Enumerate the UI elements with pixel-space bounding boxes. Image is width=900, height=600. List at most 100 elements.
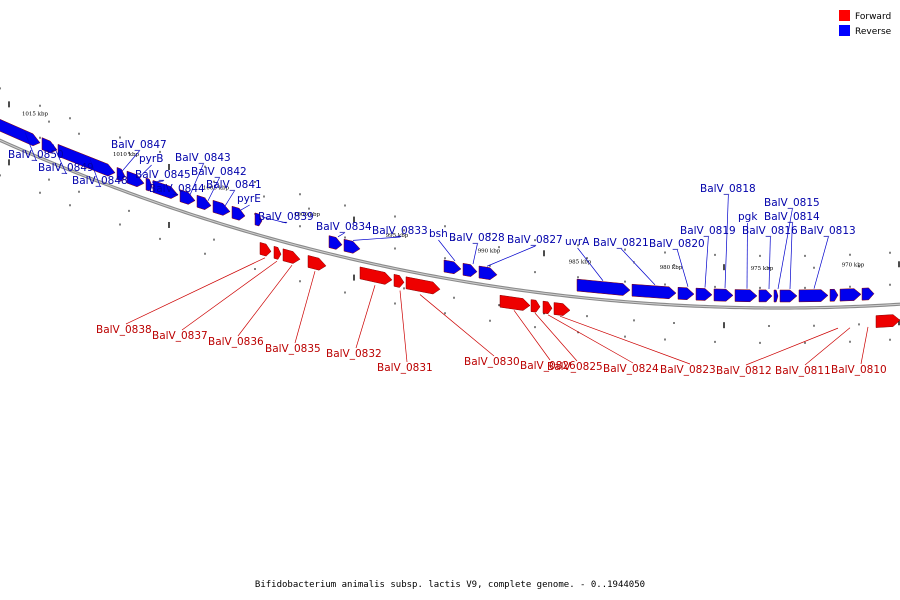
legend-reverse-label: Reverse — [855, 27, 892, 37]
reverse-gene-arrow[interactable] — [576, 278, 631, 296]
gene-label-balv-0826[interactable]: BalV_0826 — [520, 360, 576, 372]
reverse-gene-arrow[interactable] — [462, 263, 478, 277]
label-leader-line — [768, 236, 771, 289]
label-leader-line — [89, 159, 101, 188]
forward-gene-arrow[interactable] — [553, 302, 571, 316]
gene-label-balv-0821[interactable]: BalV_0821 — [593, 237, 649, 249]
label-leader-line — [355, 285, 376, 349]
forward-gene-arrow[interactable] — [259, 242, 272, 257]
forward-gene-arrow[interactable] — [359, 266, 393, 285]
reverse-gene-arrow[interactable] — [212, 199, 231, 216]
legend-forward-swatch — [839, 10, 850, 21]
reverse-gene-arrow[interactable] — [0, 117, 41, 147]
gene-label-balv-0832[interactable]: BalV_0832 — [326, 348, 382, 360]
forward-gene-arrow[interactable] — [273, 245, 282, 260]
reverse-gene-arrow[interactable] — [773, 289, 779, 303]
forward-gene-arrow[interactable] — [530, 299, 541, 313]
gene-label-balv-0815[interactable]: BalV_0815 — [764, 197, 820, 209]
reverse-gene-arrow[interactable] — [152, 180, 179, 199]
reverse-gene-arrow[interactable] — [695, 287, 713, 301]
forward-gene-arrow[interactable] — [393, 273, 405, 288]
gene-label-balv-0816[interactable]: BalV_0816 — [742, 225, 798, 237]
gene-label-balv-0843[interactable]: BalV_0843 — [175, 152, 231, 164]
reverse-gene-arrow[interactable] — [713, 288, 734, 302]
scale-label: 995 kbp — [386, 233, 409, 239]
forward-gene-arrow[interactable] — [405, 276, 441, 295]
forward-gene-arrow[interactable] — [875, 314, 900, 328]
label-leader-line — [724, 194, 729, 289]
reverse-gene-arrow[interactable] — [839, 288, 862, 302]
reverse-gene-arrow[interactable] — [328, 235, 343, 250]
gene-label-balv-0837[interactable]: BalV_0837 — [152, 330, 208, 342]
legend-forward-label: Forward — [855, 12, 891, 22]
reverse-gene-arrow[interactable] — [343, 238, 361, 254]
scale-label: 1015 kbp — [22, 112, 49, 118]
label-leader-line — [337, 232, 345, 238]
forward-gene-arrow[interactable] — [307, 255, 327, 271]
reverse-gene-arrow[interactable] — [631, 283, 677, 300]
label-leader-line — [294, 271, 316, 344]
forward-gene-arrow[interactable] — [282, 248, 301, 264]
gene-label-pgk[interactable]: pgk — [738, 211, 758, 223]
gene-label-balv-0811[interactable]: BalV_0811 — [775, 365, 831, 377]
gene-label-balv-0833[interactable]: BalV_0833 — [372, 225, 428, 237]
reverse-gene-arrow[interactable] — [179, 189, 196, 205]
reverse-gene-arrow[interactable] — [196, 194, 212, 210]
reverse-gene-arrow[interactable] — [829, 288, 839, 302]
gene-label-pyrb[interactable]: pyrB — [139, 153, 163, 165]
reverse-gene-arrow[interactable] — [231, 205, 246, 221]
reverse-gene-arrow[interactable] — [734, 289, 758, 303]
reverse-gene-arrow[interactable] — [116, 167, 126, 182]
gene-label-balv-0831[interactable]: BalV_0831 — [377, 362, 433, 374]
gene-label-balv-0812[interactable]: BalV_0812 — [716, 365, 772, 377]
gene-label-balv-0841[interactable]: BalV_0841 — [206, 179, 262, 191]
reverse-gene-arrow[interactable] — [677, 287, 695, 300]
reverse-gene-arrow[interactable] — [798, 289, 829, 303]
gene-label-balv-0813[interactable]: BalV_0813 — [800, 225, 856, 237]
reverse-gene-arrow[interactable] — [779, 289, 798, 303]
gene-label-balv-0835[interactable]: BalV_0835 — [265, 343, 321, 355]
gene-label-balv-0842[interactable]: BalV_0842 — [191, 166, 247, 178]
gene-label-balv-0838[interactable]: BalV_0838 — [96, 324, 152, 336]
gene-label-balv-0834[interactable]: BalV_0834 — [316, 221, 372, 233]
label-leader-line — [621, 248, 656, 286]
gene-label-balv-0824[interactable]: BalV_0824 — [603, 363, 659, 375]
gene-label-balv-0820[interactable]: BalV_0820 — [649, 238, 705, 250]
gene-label-balv-0844[interactable]: BalV_0844 — [149, 183, 205, 195]
gene-label-balv-0849[interactable]: BalV_0849 — [38, 162, 94, 174]
label-leader-line — [121, 150, 140, 172]
gene-label-balv-0847[interactable]: BalV_0847 — [111, 139, 167, 151]
scale-label: 990 kbp — [478, 249, 501, 255]
reverse-gene-arrow[interactable] — [57, 143, 116, 177]
gene-label-balv-0825[interactable]: BalV_0825 — [547, 361, 603, 373]
gene-label-balv-0839[interactable]: BalV_0839 — [258, 211, 314, 223]
gene-label-balv-0814[interactable]: BalV_0814 — [764, 211, 820, 223]
reverse-gene-arrow[interactable] — [443, 259, 462, 275]
reverse-gene-arrow[interactable] — [758, 289, 773, 303]
gene-label-balv-0810[interactable]: BalV_0810 — [831, 364, 887, 376]
gene-label-balv-0819[interactable]: BalV_0819 — [680, 225, 736, 237]
reverse-gene-arrow[interactable] — [41, 137, 58, 154]
gene-label-pyre[interactable]: pyrE — [237, 193, 261, 205]
reverse-gene-arrow[interactable] — [254, 212, 263, 227]
gene-label-balv-0828[interactable]: BalV_0828 — [449, 232, 505, 244]
gene-label-balv-0845[interactable]: BalV_0845 — [135, 169, 191, 181]
label-leader-line — [261, 216, 287, 224]
gene-label-balv-0823[interactable]: BalV_0823 — [660, 364, 716, 376]
forward-gene-arrow[interactable] — [542, 300, 553, 315]
reverse-gene-arrow[interactable] — [861, 287, 875, 301]
gene-label-balv-0830[interactable]: BalV_0830 — [464, 356, 520, 368]
reverse-gene-arrow[interactable] — [478, 265, 498, 280]
gene-label-bsh[interactable]: bsh — [429, 228, 448, 240]
scale-label: 1010 kbp — [113, 152, 140, 158]
gene-label-balv-0818[interactable]: BalV_0818 — [700, 183, 756, 195]
label-leader-lines — [24, 132, 869, 366]
forward-gene-arrow[interactable] — [499, 294, 531, 311]
reverse-gene-arrow[interactable] — [126, 170, 145, 188]
gene-label-balv-0827[interactable]: BalV_0827 — [507, 234, 563, 246]
gene-label-balv-0836[interactable]: BalV_0836 — [208, 336, 264, 348]
reverse-gene-arrow[interactable] — [145, 177, 153, 192]
gene-label-balv-0848[interactable]: BalV_0848 — [72, 175, 128, 187]
gene-label-uvra[interactable]: uvrA — [565, 236, 590, 248]
gene-label-balv-0850[interactable]: BalV_0850 — [8, 149, 64, 161]
